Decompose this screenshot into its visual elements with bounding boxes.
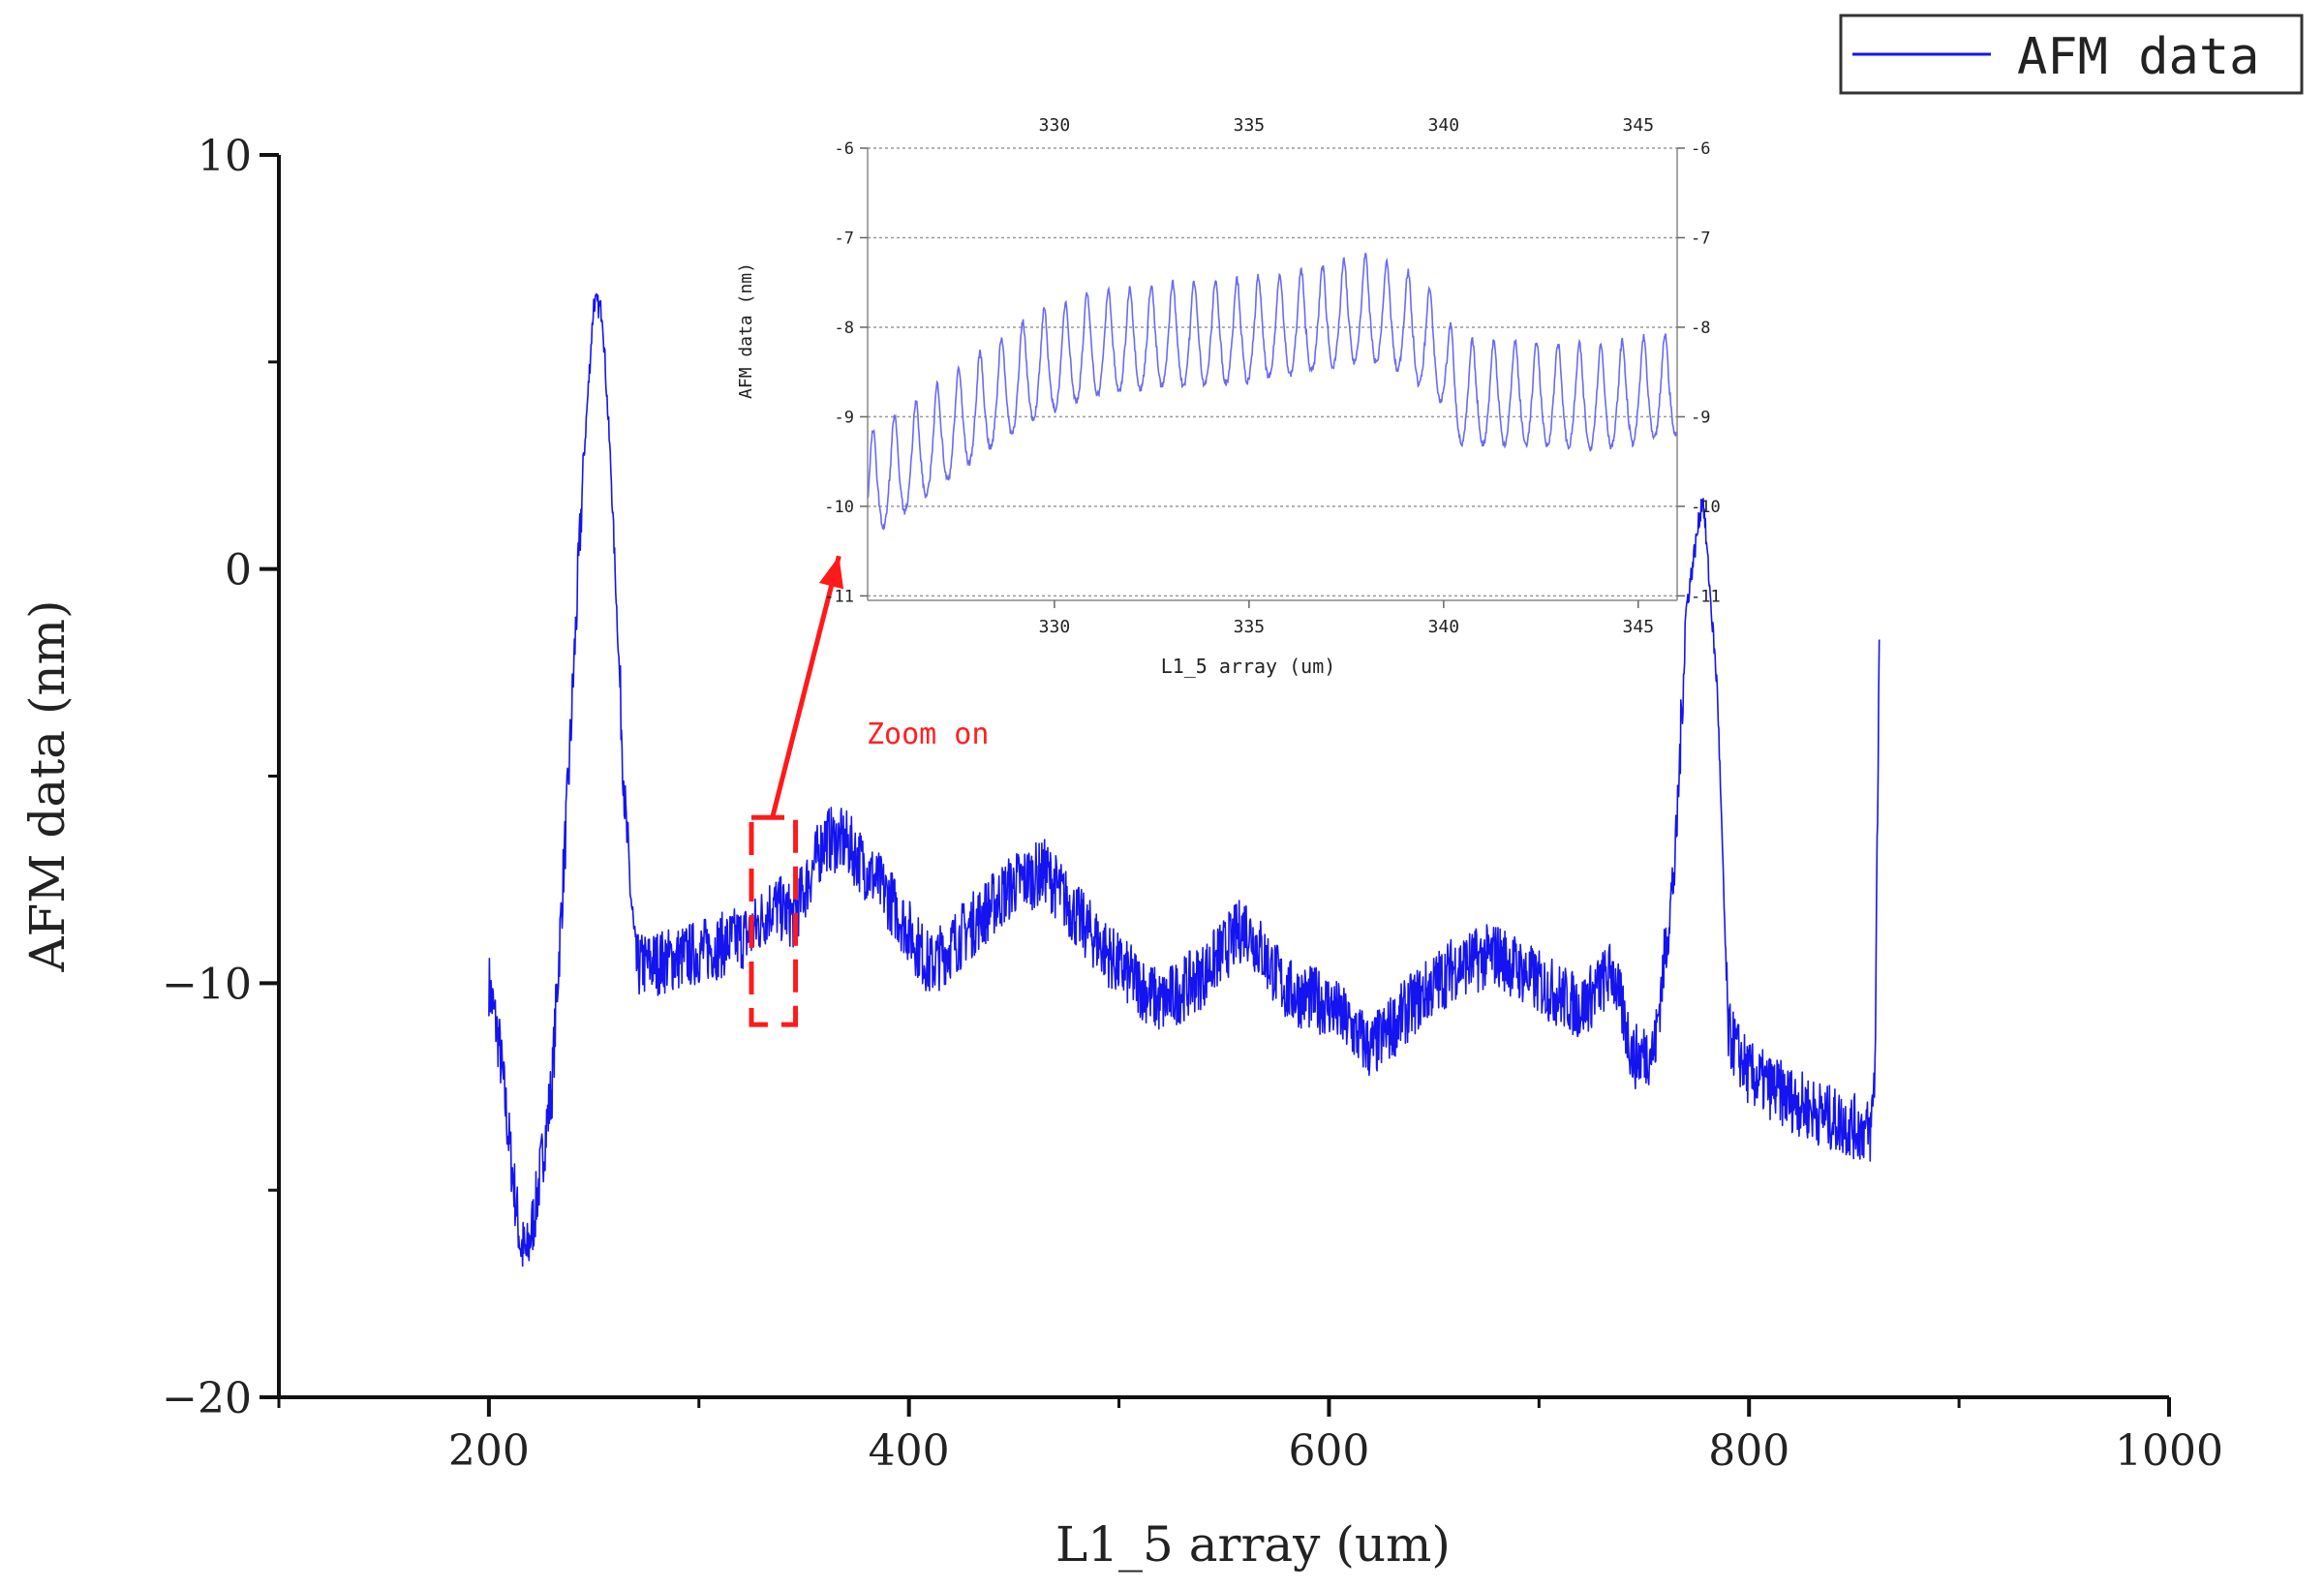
- inset-series-line: [867, 253, 1678, 531]
- inset-y-tick-label-left: -6: [835, 139, 854, 159]
- main-x-tick-label: 800: [1708, 1426, 1789, 1476]
- inset-x-tick-label-bottom: 340: [1428, 617, 1460, 637]
- inset-y-tick-label-left: -10: [824, 498, 854, 517]
- zoom-on-label: Zoom on: [867, 718, 989, 751]
- main-series-line: [488, 292, 1881, 1268]
- inset-x-tick-label-bottom: 330: [1039, 617, 1071, 637]
- inset-x-tick-label-bottom: 345: [1623, 617, 1655, 637]
- inset-x-tick-label-top: 345: [1623, 115, 1655, 136]
- inset-x-axis-label: L1_5 array (um): [1161, 655, 1336, 678]
- inset-y-tick-label-right: -8: [1691, 319, 1710, 338]
- legend-entry-afm-data: AFM data: [2017, 28, 2259, 86]
- inset-y-tick-label-right: -9: [1691, 408, 1710, 427]
- inset-y-tick-label-right: -6: [1691, 139, 1710, 159]
- inset-x-tick-label-top: 335: [1234, 115, 1266, 136]
- inset-y-tick-label-right: -10: [1691, 498, 1721, 517]
- inset-x-tick-label-bottom: 335: [1234, 617, 1266, 637]
- main-x-tick-label: 200: [448, 1426, 530, 1476]
- inset-y-tick-label-left: -8: [835, 319, 854, 338]
- zoom-arrow-line: [770, 555, 841, 818]
- main-axes: 10 0 −10 −20 200 400 600 800 1000: [162, 132, 2223, 1476]
- inset-series-path: [867, 253, 1678, 531]
- main-y-axis-label: AFM data (nm): [19, 599, 76, 972]
- main-chart: 10 0 −10 −20 200 400 600 800 1000 L1_5 array (um…: [19, 132, 2223, 1573]
- inset-chart: -6 -6 -7 -7 -8 -8 -9 -9 -10 -10 -11 -11 330 330 335 335…: [736, 115, 1721, 678]
- inset-y-tick-label-left: -11: [824, 587, 854, 606]
- main-y-tick-label: −20: [162, 1374, 252, 1423]
- inset-axes: -6 -6 -7 -7 -8 -8 -9 -9 -10 -10 -11 -11 330 330 335 335…: [824, 115, 1720, 637]
- main-y-tick-label: −10: [162, 960, 252, 1009]
- inset-y-tick-label-left: -9: [835, 408, 854, 427]
- zoom-annotation: Zoom on: [770, 555, 989, 818]
- main-x-axis-label: L1_5 array (um): [1055, 1516, 1451, 1573]
- main-series-path: [488, 292, 1881, 1268]
- main-x-tick-label: 1000: [2115, 1426, 2223, 1476]
- main-y-tick-label: 0: [225, 546, 252, 596]
- main-x-tick-label: 600: [1288, 1426, 1369, 1476]
- main-x-tick-label: 400: [869, 1426, 950, 1476]
- main-y-tick-label: 10: [198, 132, 252, 181]
- inset-background: [868, 148, 1677, 599]
- inset-y-tick-label-left: -7: [835, 229, 854, 248]
- inset-y-tick-label-right: -7: [1691, 229, 1710, 248]
- inset-x-tick-label-top: 330: [1039, 115, 1071, 136]
- zoom-arrow-head: [818, 556, 844, 590]
- inset-y-axis-label: AFM data (nm): [736, 262, 756, 399]
- legend: AFM data: [1839, 14, 2304, 95]
- inset-x-tick-label-top: 340: [1428, 115, 1460, 136]
- inset-y-tick-label-right: -11: [1691, 587, 1721, 606]
